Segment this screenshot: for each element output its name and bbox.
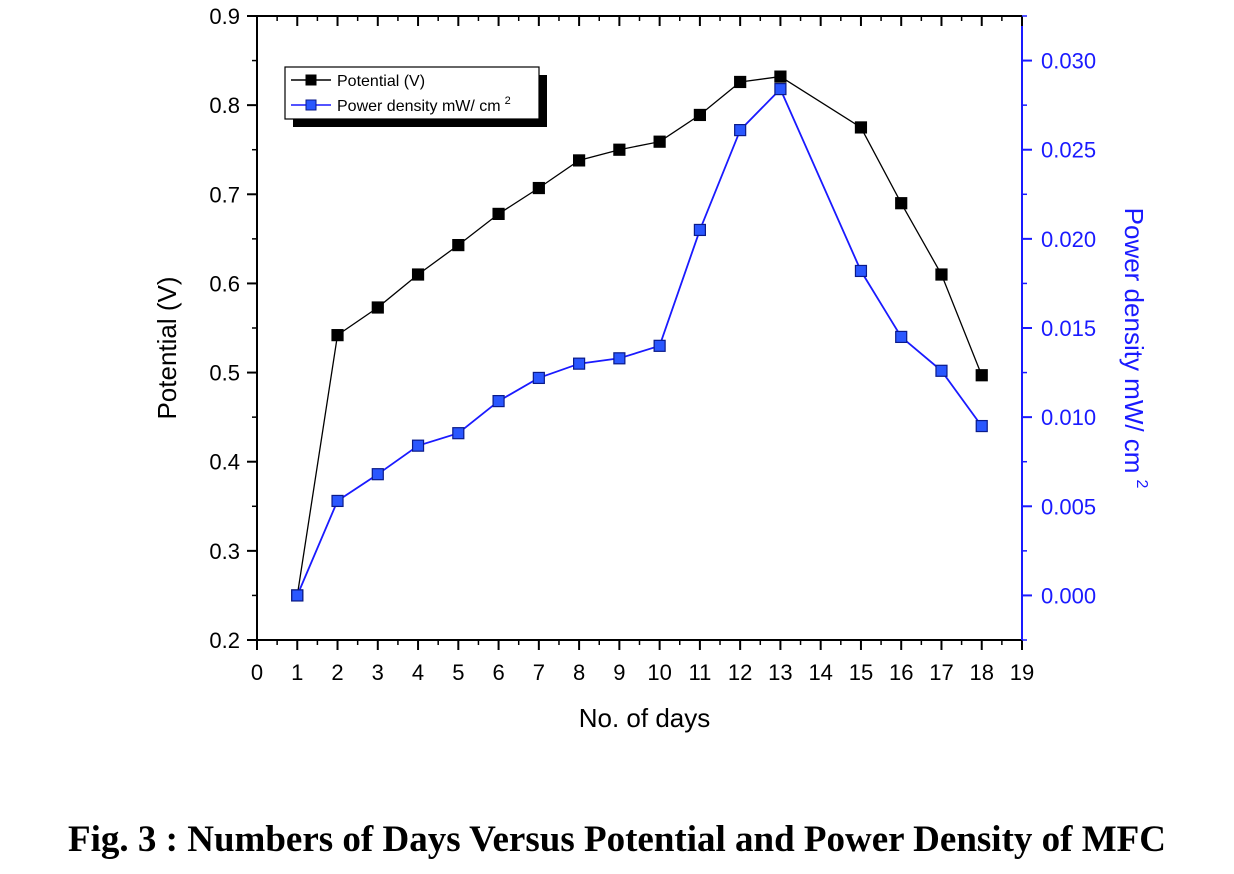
data-point-power-density (573, 357, 586, 370)
y-left-tick-label: 0.6 (209, 271, 240, 296)
data-point-power-density (371, 468, 384, 481)
legend-marker (305, 74, 317, 86)
y-left-tick-label: 0.3 (209, 539, 240, 564)
x-tick-label: 1 (291, 660, 303, 685)
x-tick-label: 12 (728, 660, 752, 685)
y-left-tick-label: 0.2 (209, 628, 240, 653)
data-point-power-density (492, 394, 505, 408)
y-left-tick-label: 0.8 (209, 93, 240, 118)
data-point-potential (935, 268, 948, 281)
data-point-power-density (854, 264, 868, 278)
y-right-tick-label: 0.005 (1041, 494, 1096, 519)
data-point-potential (371, 301, 384, 314)
data-point-power-density (693, 223, 706, 237)
y-left-tick-label: 0.5 (209, 361, 240, 386)
data-point-power-density (291, 589, 304, 602)
x-tick-label: 13 (768, 660, 792, 685)
x-tick-label: 5 (452, 660, 464, 685)
data-point-potential (895, 197, 908, 210)
data-point-power-density (895, 330, 908, 344)
data-point-power-density (734, 124, 747, 137)
legend-label-superscript: 2 (505, 95, 511, 107)
legend-box (284, 66, 540, 120)
data-point-potential (331, 329, 344, 342)
x-tick-label: 10 (647, 660, 671, 685)
figure-caption: Fig. 3 : Numbers of Days Versus Potentia… (68, 819, 1166, 860)
x-tick-label: 18 (969, 660, 993, 685)
y-left-axis-label: Potential (V) (152, 276, 182, 419)
x-tick-label: 14 (808, 660, 832, 685)
data-point-potential (734, 75, 747, 89)
dual-axis-line-chart: 0 1 2 3 4 5 6 7 8 9 10 11 12 13 14 15 16 17 18 190.20.30.40… (152, 4, 1150, 733)
x-tick-label: 4 (412, 660, 424, 685)
y-right-tick-label: 0.025 (1041, 138, 1096, 163)
data-point-power-density (774, 82, 787, 96)
series-line-potential (296, 75, 983, 596)
data-point-potential (532, 181, 545, 195)
x-tick-label: 11 (688, 660, 711, 685)
data-point-potential (975, 369, 988, 382)
chart-area: 0 1 2 3 4 5 6 7 8 9 10 11 12 13 14 15 16 17 18 19 0.2 0.3 0.4 0… (152, 4, 1150, 733)
y-left-tick-label: 0.9 (209, 4, 240, 29)
x-tick-label: 3 (372, 660, 384, 685)
x-tick-label: 15 (849, 660, 873, 685)
data-point-potential (854, 121, 868, 134)
x-tick-label: 2 (331, 660, 343, 685)
data-point-power-density (532, 371, 545, 385)
x-tick-label: 0 (251, 660, 263, 685)
legend-label: Potential (V) (337, 73, 425, 90)
y-right-axis-label-superscript: 2 (1133, 479, 1150, 488)
series-line-power-density (296, 87, 983, 596)
x-axis-label: No. of days (579, 703, 711, 733)
y-right-tick-label: 0.000 (1041, 583, 1096, 608)
y-left-tick-label: 0.7 (209, 182, 240, 207)
x-tick-label: 17 (929, 660, 953, 685)
legend-marker (305, 99, 317, 111)
data-point-potential (573, 154, 586, 167)
x-tick-label: 19 (1010, 660, 1034, 685)
x-tick-label: 8 (573, 660, 585, 685)
y-right-tick-label: 0.010 (1041, 405, 1096, 430)
y-left-tick-label: 0.4 (209, 450, 240, 475)
data-point-potential (492, 207, 505, 220)
legend-label: Power density mW/ cm 2 (337, 95, 511, 115)
x-tick-label: 16 (889, 660, 913, 685)
data-point-power-density (975, 419, 988, 433)
data-point-potential (653, 135, 666, 148)
data-point-potential (613, 143, 626, 156)
data-point-power-density (331, 494, 344, 508)
y-right-axis-label: Power density mW/ cm2 (1119, 208, 1150, 489)
y-right-tick-label: 0.015 (1041, 316, 1096, 341)
data-point-potential (452, 238, 465, 252)
data-point-potential (411, 268, 425, 281)
x-tick-label: 9 (613, 660, 625, 685)
data-point-power-density (653, 339, 666, 352)
x-tick-label: 6 (492, 660, 504, 685)
data-point-potential (693, 108, 706, 122)
data-point-power-density (935, 364, 948, 377)
data-point-potential (774, 70, 787, 83)
data-point-power-density (613, 352, 626, 365)
x-tick-label: 7 (533, 660, 545, 685)
y-right-tick-label: 0.030 (1041, 49, 1096, 74)
data-point-power-density (452, 427, 465, 440)
data-point-power-density (411, 439, 425, 452)
y-right-tick-label: 0.020 (1041, 227, 1096, 252)
